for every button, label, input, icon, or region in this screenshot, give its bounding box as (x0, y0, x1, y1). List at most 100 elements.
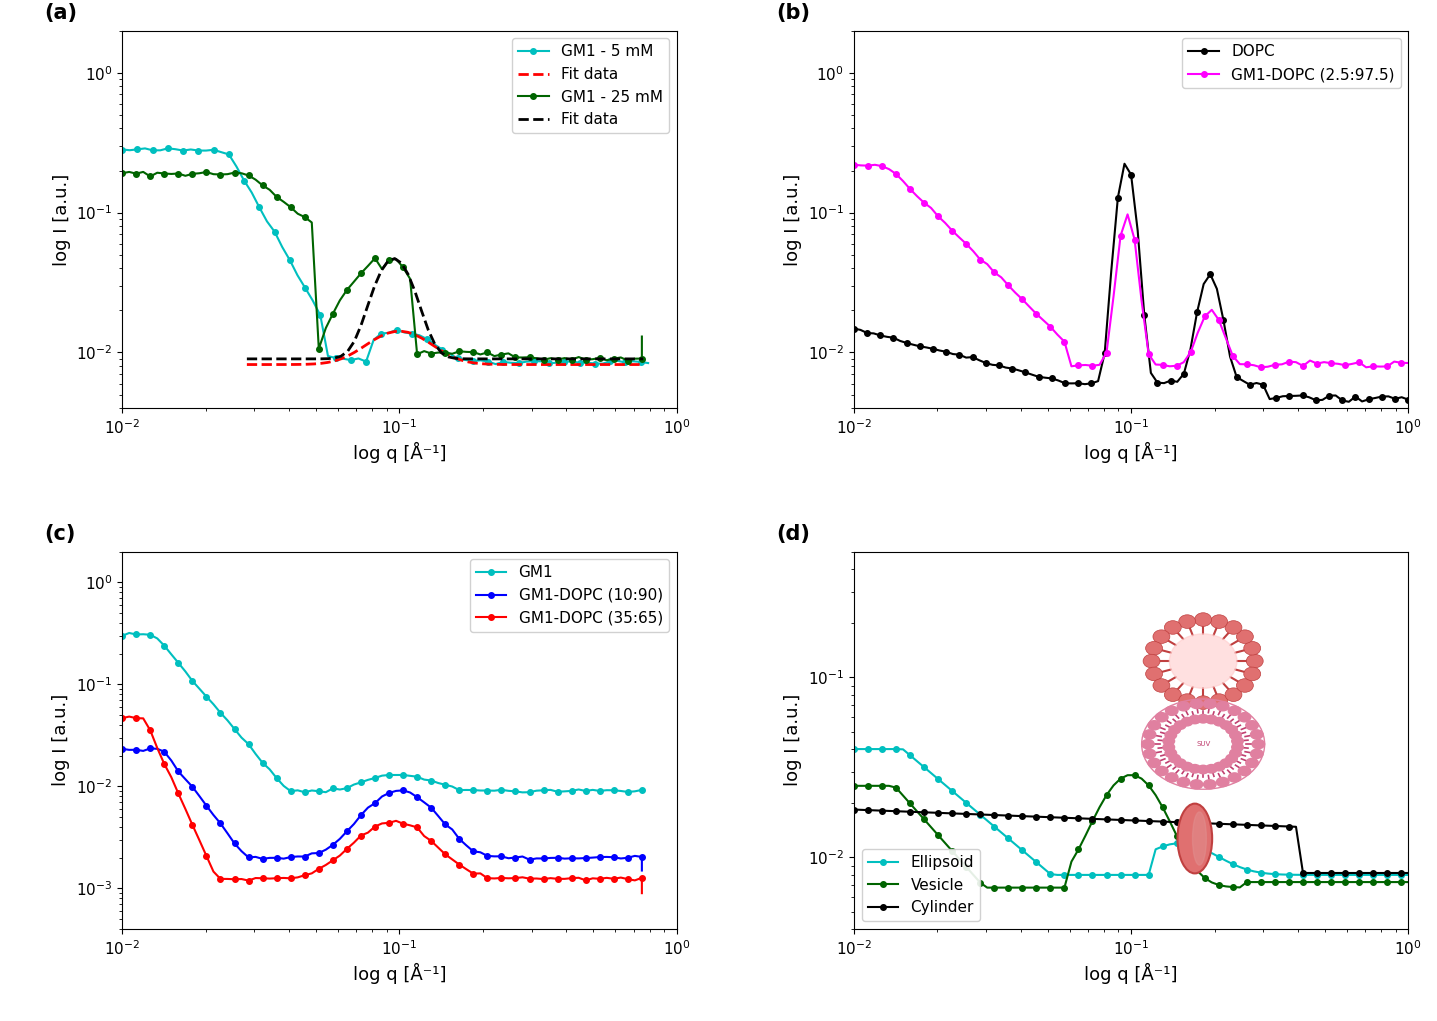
GM1-DOPC (10:90) (471, 846, 489, 859)
Line: Cylinder: Cylinder (851, 807, 1411, 876)
GM1 - 5 mM (487, 358, 504, 371)
GM1 (114, 630, 131, 642)
Vesicle (1239, 876, 1256, 888)
Y-axis label: log I [a.u.]: log I [a.u.] (785, 174, 802, 265)
Y-axis label: log I [a.u.]: log I [a.u.] (53, 694, 70, 786)
Legend: DOPC, GM1-DOPC (2.5:97.5): DOPC, GM1-DOPC (2.5:97.5) (1183, 38, 1401, 88)
Cylinder (1295, 867, 1312, 879)
Vesicle (1119, 769, 1137, 781)
GM1-DOPC (2.5:97.5) (1175, 356, 1193, 369)
GM1-DOPC (10:90) (170, 766, 187, 778)
DOPC (1010, 364, 1027, 377)
GM1 - 5 mM (639, 357, 657, 370)
Ellipsoid (1400, 869, 1417, 881)
Vesicle (1190, 865, 1207, 877)
GM1 (471, 784, 489, 796)
GM1 - 25 mM (471, 348, 489, 360)
GM1 - 25 mM (395, 261, 412, 274)
X-axis label: log q [Å⁻¹]: log q [Å⁻¹] (1085, 442, 1178, 464)
Fit data (306, 357, 323, 370)
GM1-DOPC (35:65) (121, 711, 138, 723)
Line: GM1-DOPC (2.5:97.5): GM1-DOPC (2.5:97.5) (851, 162, 1411, 371)
Ellipsoid (1344, 869, 1361, 881)
Cylinder (1203, 818, 1220, 830)
Fit data (239, 353, 256, 366)
Text: (d): (d) (776, 524, 810, 544)
GM1 - 5 mM (190, 144, 207, 156)
Text: (c): (c) (45, 524, 76, 544)
Line: Fit data: Fit data (247, 258, 644, 359)
Fit data (392, 325, 410, 337)
GM1 - 25 mM (114, 167, 131, 180)
GM1 - 5 mM (282, 254, 299, 266)
Cylinder (1091, 813, 1108, 825)
Fit data (239, 358, 256, 371)
GM1 (303, 784, 320, 796)
Line: GM1: GM1 (119, 630, 645, 795)
Fit data (366, 334, 384, 346)
GM1-DOPC (35:65) (457, 863, 474, 875)
DOPC (1017, 367, 1035, 379)
X-axis label: log q [Å⁻¹]: log q [Å⁻¹] (352, 442, 445, 464)
Line: GM1-DOPC (10:90): GM1-DOPC (10:90) (119, 745, 645, 873)
X-axis label: log q [Å⁻¹]: log q [Å⁻¹] (1085, 963, 1178, 984)
Fit data (540, 353, 558, 366)
Line: GM1 - 5 mM: GM1 - 5 mM (119, 146, 651, 367)
Legend: GM1, GM1-DOPC (10:90), GM1-DOPC (35:65): GM1, GM1-DOPC (10:90), GM1-DOPC (35:65) (470, 560, 668, 632)
Cylinder (845, 804, 862, 816)
Vesicle (1400, 876, 1417, 888)
Cylinder (1344, 867, 1361, 879)
DOPC (1129, 225, 1147, 237)
GM1-DOPC (10:90) (634, 865, 651, 877)
GM1 - 25 mM (170, 167, 187, 180)
GM1-DOPC (2.5:97.5) (1252, 361, 1269, 374)
Line: Ellipsoid: Ellipsoid (851, 746, 1411, 878)
GM1-DOPC (2.5:97.5) (1091, 358, 1108, 371)
GM1-DOPC (2.5:97.5) (1400, 357, 1417, 370)
Fit data (306, 352, 323, 364)
GM1 (634, 784, 651, 796)
Line: DOPC: DOPC (851, 161, 1411, 404)
Fit data (493, 353, 510, 366)
GM1-DOPC (35:65) (395, 818, 412, 830)
GM1-DOPC (2.5:97.5) (1344, 357, 1361, 370)
Fit data (339, 345, 356, 357)
Vesicle (1196, 872, 1213, 884)
Y-axis label: log I [a.u.]: log I [a.u.] (53, 174, 70, 265)
Ellipsoid (845, 743, 862, 756)
GM1-DOPC (10:90) (542, 852, 559, 864)
GM1-DOPC (35:65) (303, 867, 320, 879)
GM1-DOPC (2.5:97.5) (1203, 303, 1220, 315)
GM1-DOPC (2.5:97.5) (1183, 346, 1200, 358)
Line: GM1-DOPC (35:65): GM1-DOPC (35:65) (119, 714, 645, 896)
DOPC (1341, 396, 1358, 408)
Fit data (366, 280, 384, 292)
GM1 - 25 mM (634, 331, 651, 343)
Fit data (339, 350, 356, 362)
GM1 - 5 mM (160, 142, 177, 154)
Ellipsoid (1183, 838, 1200, 850)
Text: (b): (b) (776, 3, 810, 23)
DOPC (845, 323, 862, 335)
GM1-DOPC (10:90) (457, 839, 474, 852)
DOPC (1400, 393, 1417, 405)
DOPC (1117, 157, 1134, 169)
Line: Fit data: Fit data (247, 331, 644, 364)
Cylinder (1175, 816, 1193, 828)
GM1 (170, 657, 187, 669)
GM1 (514, 786, 532, 798)
GM1 (457, 784, 474, 796)
Y-axis label: log I [a.u.]: log I [a.u.] (785, 694, 802, 786)
GM1 - 25 mM (619, 354, 637, 367)
GM1-DOPC (10:90) (114, 742, 131, 755)
Legend: Ellipsoid, Vesicle, Cylinder: Ellipsoid, Vesicle, Cylinder (862, 849, 980, 922)
GM1-DOPC (35:65) (114, 712, 131, 724)
GM1 (121, 627, 138, 639)
Line: GM1 - 25 mM: GM1 - 25 mM (119, 169, 645, 363)
GM1 - 5 mM (342, 354, 359, 367)
Line: Vesicle: Vesicle (851, 773, 1411, 890)
Fit data (635, 353, 652, 366)
Cylinder (1224, 818, 1242, 830)
X-axis label: log q [Å⁻¹]: log q [Å⁻¹] (352, 963, 445, 984)
Ellipsoid (1232, 861, 1249, 873)
